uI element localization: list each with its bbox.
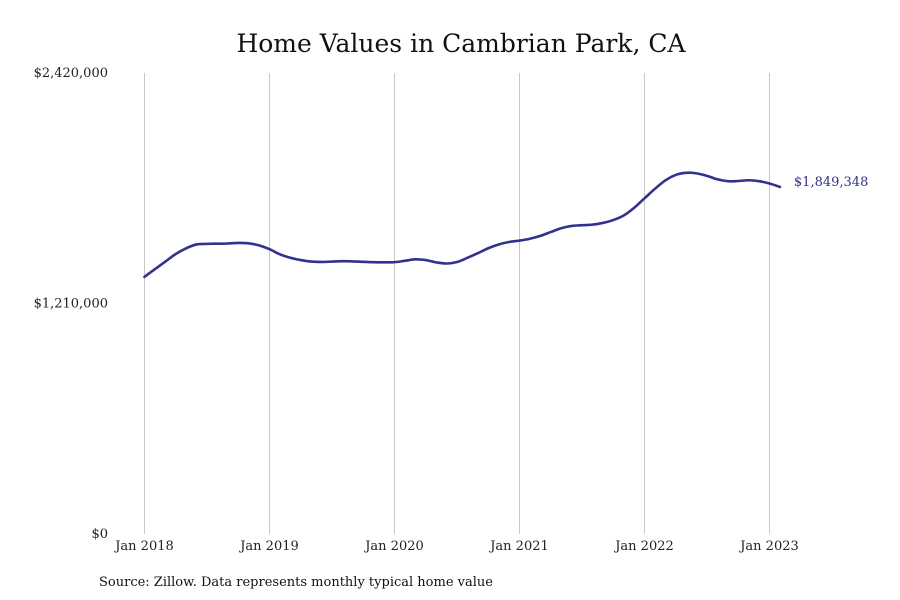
series-line bbox=[143, 171, 782, 279]
vertical-gridlines bbox=[144, 73, 770, 534]
x-tick-label: Jan 2018 bbox=[113, 539, 174, 554]
y-axis-tick-labels: $0 $1,210,000 $2,420,000 bbox=[34, 66, 108, 542]
x-tick-label: Jan 2020 bbox=[363, 539, 424, 554]
y-tick-label: $2,420,000 bbox=[34, 66, 108, 81]
y-tick-label: $1,210,000 bbox=[34, 297, 108, 312]
x-tick-label: Jan 2019 bbox=[238, 539, 299, 554]
x-tick-label: Jan 2023 bbox=[738, 539, 799, 554]
x-axis-tick-labels: Jan 2018 Jan 2019 Jan 2020 Jan 2021 Jan 2022… bbox=[113, 539, 799, 554]
x-tick-label: Jan 2021 bbox=[488, 539, 549, 554]
x-tick-label: Jan 2022 bbox=[613, 539, 674, 554]
chart-title: Home Values in Cambrian Park, CA bbox=[236, 29, 686, 58]
source-note: Source: Zillow. Data represents monthly … bbox=[99, 575, 493, 590]
end-value-label: $1,849,348 bbox=[794, 175, 868, 190]
y-tick-label: $0 bbox=[91, 527, 108, 542]
